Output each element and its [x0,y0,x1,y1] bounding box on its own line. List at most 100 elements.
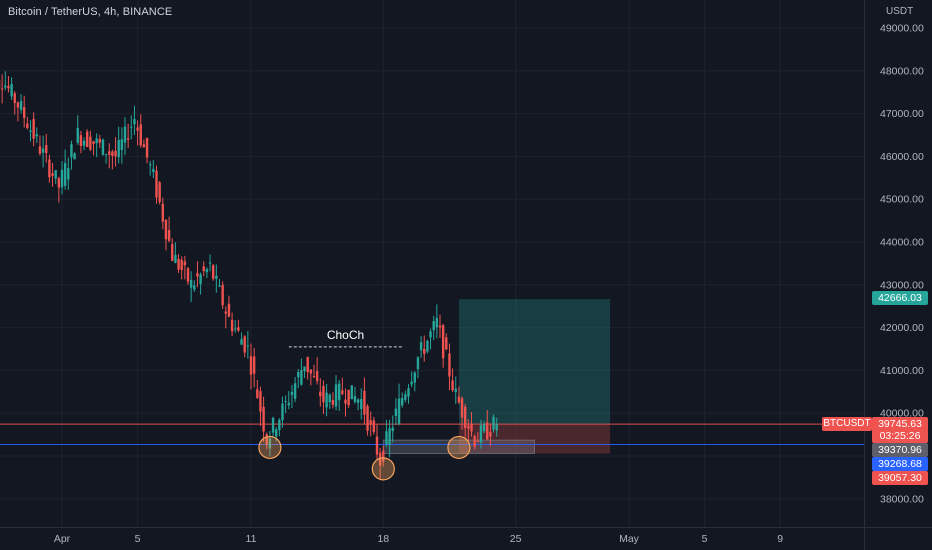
candle-down[interactable] [186,268,190,282]
candle-up[interactable] [385,431,388,444]
candle-down[interactable] [467,425,470,429]
candle-down[interactable] [145,138,149,158]
candle-down[interactable] [139,124,142,146]
candle-down[interactable] [51,173,54,176]
candle-down[interactable] [423,349,426,354]
candle-down[interactable] [262,406,265,432]
candle-down[interactable] [265,434,268,445]
candle-down[interactable] [230,319,234,332]
candle-down[interactable] [92,141,95,144]
circle-marker[interactable] [447,435,471,460]
candle-up[interactable] [388,428,391,446]
candle-up[interactable] [325,392,328,408]
candle-down[interactable] [0,88,4,90]
candle-down[interactable] [366,405,369,431]
symbol-title[interactable]: Bitcoin / TetherUS, 4h, BINANCE [8,6,173,18]
candle-up[interactable] [120,139,124,151]
candle-up[interactable] [268,438,272,449]
candle-up[interactable] [397,398,401,424]
candle-down[interactable] [183,261,187,266]
candle-down[interactable] [23,107,26,118]
candle-down[interactable] [155,170,158,198]
candle-up[interactable] [394,408,398,417]
candle-up[interactable] [67,168,70,180]
candle-down[interactable] [57,178,61,188]
candle-down[interactable] [98,138,101,143]
candle-down[interactable] [451,380,454,391]
candle-up[interactable] [338,383,341,401]
candle-up[interactable] [350,385,353,400]
candle-down[interactable] [331,400,335,405]
candle-up[interactable] [29,130,32,132]
candle-down[interactable] [344,399,347,404]
candle-up[interactable] [60,169,64,188]
candle-down[interactable] [221,285,224,306]
candle-down[interactable] [489,432,492,437]
candle-down[interactable] [243,336,246,353]
candle-up[interactable] [63,162,67,186]
candle-down[interactable] [227,303,231,317]
candle-down[interactable] [473,436,476,447]
target-zone[interactable] [458,299,611,425]
candle-up[interactable] [435,317,439,328]
candle-up[interactable] [410,381,413,385]
candle-up[interactable] [303,366,306,372]
choch-label[interactable]: ChoCh [327,328,364,342]
candle-up[interactable] [246,345,250,347]
candle-up[interactable] [54,170,57,179]
candle-up[interactable] [479,425,483,443]
candle-down[interactable] [114,150,117,157]
candle-up[interactable] [495,424,498,431]
candle-up[interactable] [76,127,79,143]
candle-up[interactable] [356,399,360,403]
candle-up[interactable] [152,169,155,172]
candle-up[interactable] [281,403,284,421]
candle-up[interactable] [10,83,13,97]
candle-down[interactable] [164,219,168,240]
candle-down[interactable] [378,452,382,466]
candle-up[interactable] [391,427,394,432]
candle-up[interactable] [130,126,133,128]
candle-down[interactable] [249,356,253,375]
candle-up[interactable] [416,357,420,370]
candle-down[interactable] [476,441,479,443]
candle-up[interactable] [271,417,275,433]
candle-down[interactable] [158,182,161,203]
candle-up[interactable] [205,269,209,273]
candle-down[interactable] [315,371,319,382]
candle-down[interactable] [363,390,366,415]
candle-down[interactable] [126,138,130,140]
candle-up[interactable] [101,139,105,155]
candle-down[interactable] [142,144,146,148]
candle-up[interactable] [133,119,136,125]
candle-down[interactable] [347,389,350,406]
candle-down[interactable] [202,266,205,272]
candle-down[interactable] [224,311,227,314]
candle-down[interactable] [438,325,442,328]
candle-down[interactable] [171,244,174,261]
candle-down[interactable] [448,353,451,377]
candle-up[interactable] [215,275,218,279]
candle-up[interactable] [290,391,294,396]
candle-down[interactable] [460,398,464,418]
candle-up[interactable] [73,153,76,160]
candle-down[interactable] [256,389,259,399]
candle-down[interactable] [445,337,448,350]
candle-down[interactable] [312,376,316,378]
candle-up[interactable] [174,254,177,263]
candle-up[interactable] [35,134,38,137]
candle-down[interactable] [309,369,313,374]
candle-down[interactable] [322,386,325,403]
candle-down[interactable] [38,146,42,154]
candle-down[interactable] [180,259,183,270]
candle-down[interactable] [237,327,240,331]
candle-down[interactable] [48,159,51,178]
candle-up[interactable] [407,388,410,397]
candle-up[interactable] [492,417,495,430]
candle-down[interactable] [86,131,89,148]
candle-up[interactable] [287,402,290,406]
candle-down[interactable] [26,123,29,129]
candle-up[interactable] [300,369,303,385]
candle-up[interactable] [189,280,193,288]
